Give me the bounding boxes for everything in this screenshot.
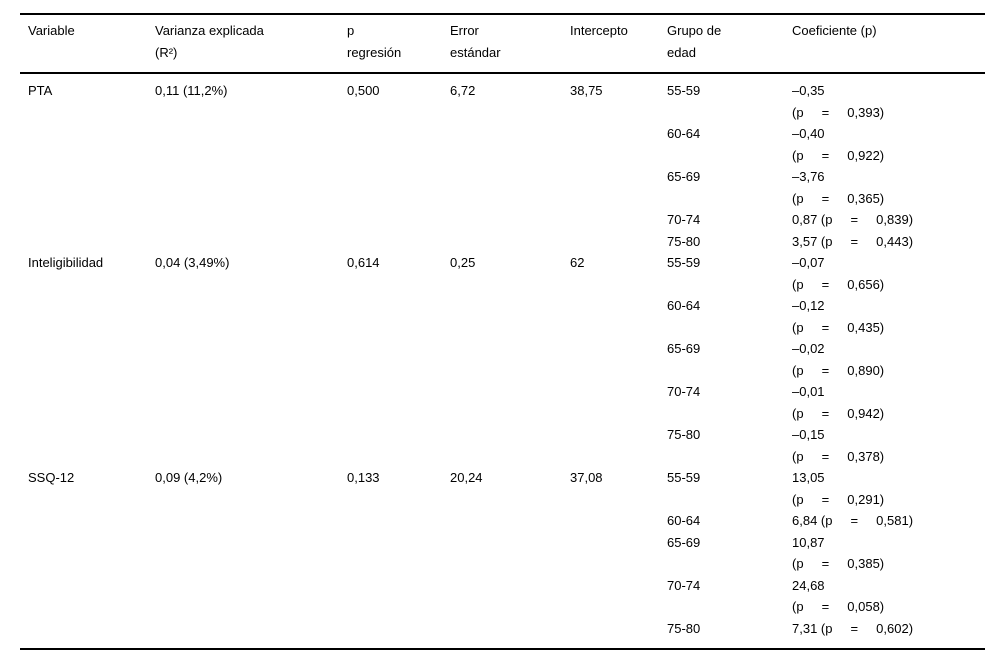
cell-variance: 0,04 (3,49%) (155, 255, 230, 270)
cell-age-group: 55-59 (667, 470, 701, 485)
cell-coefficient: 24,68 (p = 0,058) (792, 577, 885, 615)
cell-coefficient: –0,01 (p = 0,942) (792, 384, 885, 421)
table-row: 65-69 10,87 (p = 0,385) (20, 532, 985, 575)
column-header-age-group: Grupo de edad (667, 14, 792, 74)
cell-std-error: 6,72 (450, 83, 476, 98)
table-row: SSQ-12 0,09 (4,2%) 0,133 20,24 37,08 55-… (20, 467, 985, 510)
cell-variable: Inteligibilidad (28, 255, 104, 270)
cell-intercept: 37,08 (570, 470, 603, 485)
cell-age-group: 65-69 (667, 341, 701, 356)
cell-coefficient: –0,15 (p = 0,378) (792, 427, 885, 464)
column-header-variable: Variable (20, 14, 155, 74)
cell-age-group: 70-74 (667, 577, 701, 593)
table-row: Inteligibilidad 0,04 (3,49%) 0,614 0,25 … (20, 252, 985, 295)
cell-age-group: 65-69 (667, 534, 701, 550)
cell-age-group: 70-74 (667, 212, 701, 227)
cell-age-group: 55-59 (667, 255, 701, 270)
cell-coefficient: 7,31 (p = 0,602) (792, 620, 914, 636)
cell-intercept: 62 (570, 255, 585, 270)
table-row: 75-80 –0,15 (p = 0,378) (20, 424, 985, 467)
cell-variable: SSQ-12 (28, 470, 75, 485)
column-header-coefficient: Coeficiente (p) (792, 14, 985, 74)
cell-coefficient: 13,05 (p = 0,291) (792, 470, 885, 507)
cell-coefficient: –0,40 (p = 0,922) (792, 126, 885, 163)
table-row: 70-74 –0,01 (p = 0,942) (20, 381, 985, 424)
column-header-intercept: Intercepto (570, 14, 667, 74)
cell-coefficient: 0,87 (p = 0,839) (792, 212, 914, 227)
cell-age-group: 70-74 (667, 384, 701, 399)
table-row: 70-74 0,87 (p = 0,839) (20, 209, 985, 231)
cell-variance: 0,09 (4,2%) (155, 470, 223, 485)
cell-coefficient: 10,87 (p = 0,385) (792, 534, 885, 572)
table-row: 60-64 –0,40 (p = 0,922) (20, 123, 985, 166)
cell-std-error: 0,25 (450, 255, 476, 270)
table-header: Variable Varianza explicada (R²) p regre… (20, 14, 985, 74)
column-header-std-error: Error estándar (450, 14, 570, 74)
cell-coefficient: –0,12 (p = 0,435) (792, 298, 885, 335)
table-row: 70-74 24,68 (p = 0,058) (20, 575, 985, 618)
cell-p-regression: 0,614 (347, 255, 380, 270)
table-row: 65-69 –3,76 (p = 0,365) (20, 166, 985, 209)
cell-coefficient: 3,57 (p = 0,443) (792, 233, 914, 249)
cell-age-group: 75-80 (667, 620, 701, 636)
cell-age-group: 60-64 (667, 126, 701, 141)
regression-table: Variable Varianza explicada (R²) p regre… (20, 13, 985, 650)
cell-age-group: 55-59 (667, 83, 701, 98)
cell-coefficient: –0,02 (p = 0,890) (792, 341, 885, 378)
table-row: 75-80 3,57 (p = 0,443) (20, 231, 985, 253)
cell-age-group: 60-64 (667, 513, 701, 528)
cell-p-regression: 0,133 (347, 470, 380, 485)
cell-std-error: 20,24 (450, 470, 483, 485)
cell-age-group: 75-80 (667, 427, 701, 442)
table-row: 75-80 7,31 (p = 0,602) (20, 618, 985, 650)
column-header-variance: Varianza explicada (R²) (155, 14, 347, 74)
cell-p-regression: 0,500 (347, 83, 380, 98)
cell-age-group: 75-80 (667, 233, 701, 249)
table-row: 65-69 –0,02 (p = 0,890) (20, 338, 985, 381)
cell-coefficient: 6,84 (p = 0,581) (792, 513, 914, 528)
column-header-p-regression: p regresión (347, 14, 450, 74)
cell-age-group: 60-64 (667, 298, 701, 313)
cell-coefficient: –0,35 (p = 0,393) (792, 83, 885, 120)
header-row: Variable Varianza explicada (R²) p regre… (20, 14, 985, 74)
cell-variance: 0,11 (11,2%) (155, 83, 228, 98)
cell-variable: PTA (28, 83, 53, 98)
table-row: 60-64 6,84 (p = 0,581) (20, 510, 985, 532)
cell-intercept: 38,75 (570, 83, 603, 98)
cell-coefficient: –3,76 (p = 0,365) (792, 169, 885, 206)
cell-age-group: 65-69 (667, 169, 701, 184)
table-row: PTA 0,11 (11,2%) 0,500 6,72 38,75 55-59 … (20, 73, 985, 123)
table-row: 60-64 –0,12 (p = 0,435) (20, 295, 985, 338)
table-body: PTA 0,11 (11,2%) 0,500 6,72 38,75 55-59 … (20, 73, 985, 649)
cell-coefficient: –0,07 (p = 0,656) (792, 255, 885, 292)
